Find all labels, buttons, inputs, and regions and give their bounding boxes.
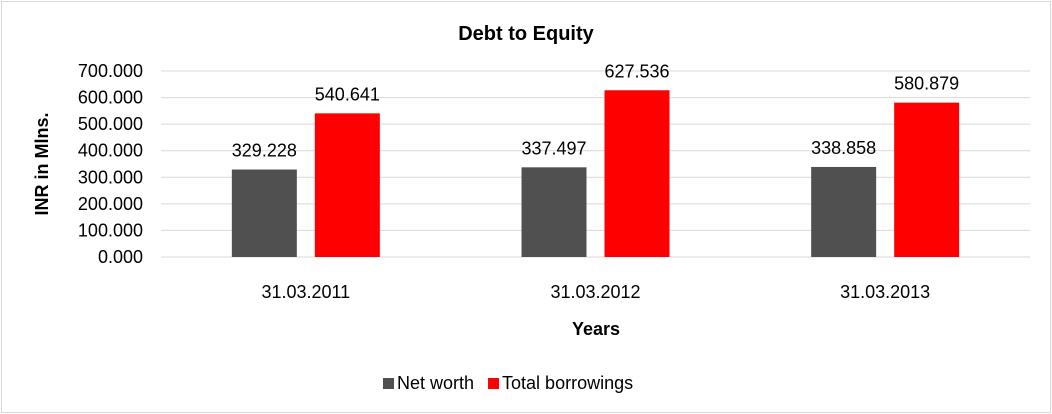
bar-net-worth [231,169,297,257]
y-tick-label: 500.000 [78,114,143,134]
x-tick-label: 31.03.2012 [550,282,640,302]
legend-swatch [383,378,394,389]
data-label: 338.858 [811,138,876,158]
bar-total-borrowings [604,90,670,257]
data-label: 337.497 [521,138,586,158]
y-axis-label: INR in Mlns. [32,113,52,216]
legend-label: Total borrowings [502,373,633,393]
chart-title: Debt to Equity [458,23,594,45]
y-tick-label: 0.000 [98,247,143,267]
data-label: 627.536 [604,61,669,81]
y-tick-label: 200.000 [78,194,143,214]
y-tick-label: 300.000 [78,167,143,187]
bar-total-borrowings [894,102,960,257]
x-tick-label: 31.03.2013 [840,282,930,302]
bar-net-worth [811,166,877,257]
legend-swatch [488,378,500,389]
bar-total-borrowings [314,113,380,257]
y-tick-label: 600.000 [78,88,143,108]
y-tick-label: 100.000 [78,220,143,240]
x-tick-label: 31.03.2011 [261,282,350,302]
legend-label: Net worth [397,373,474,393]
data-label: 329.228 [232,141,297,161]
x-axis-label: Years [572,319,620,339]
y-tick-label: 400.000 [78,141,143,161]
bar-net-worth [521,167,587,257]
data-label: 540.641 [315,84,380,104]
y-tick-label: 700.000 [78,61,143,81]
data-label: 580.879 [894,74,959,94]
